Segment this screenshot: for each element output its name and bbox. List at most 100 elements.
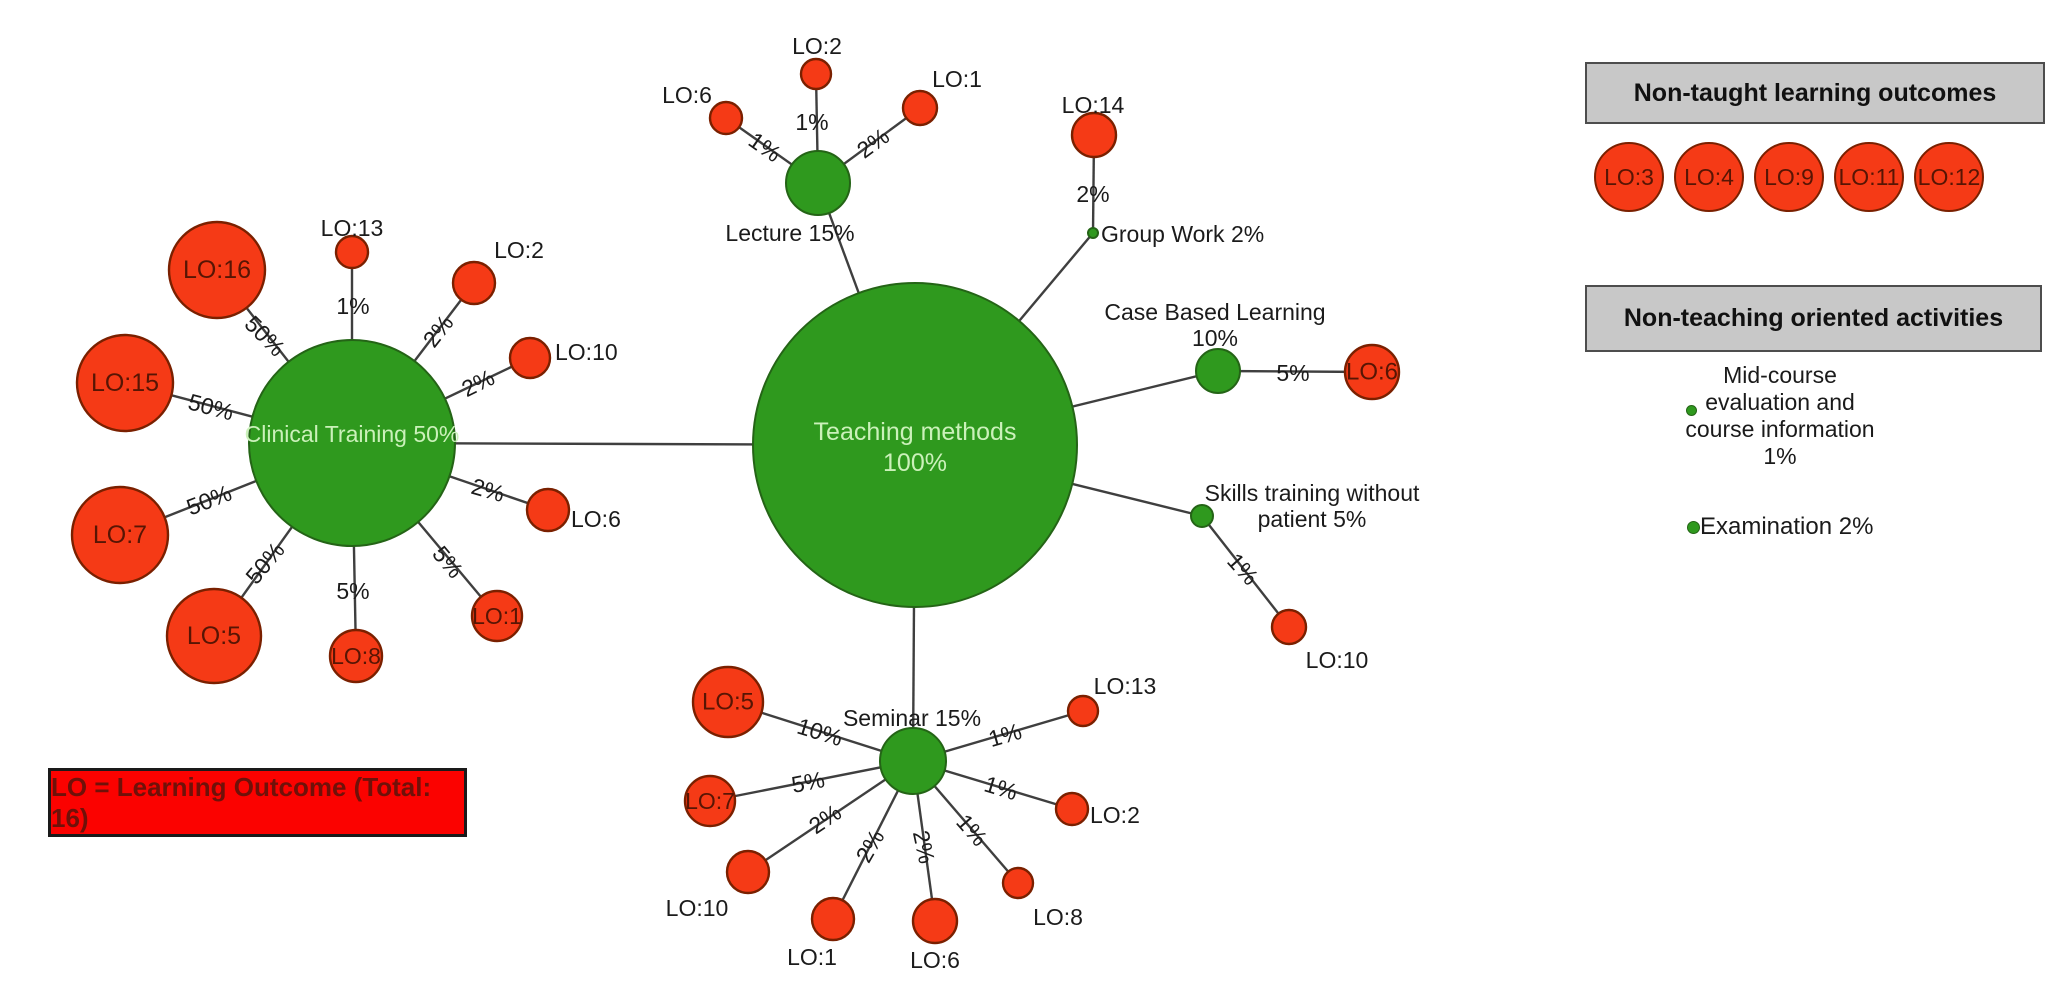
edge-percentage-label: 2% [1076, 181, 1109, 207]
satellite-lo6-seminar-circle [911, 897, 959, 945]
edge-percentage-label: 1% [985, 718, 1024, 752]
satellite-lo10-seminar-circle [725, 849, 771, 895]
midcourse-line-2: evaluation and [1705, 389, 1855, 415]
satellite-lo6-lecture-label: LO:6 [662, 82, 712, 108]
satellite-lo10-clinical-circle [508, 336, 552, 380]
edge-percentage-label: 1% [1222, 548, 1264, 590]
satellite-lo5-seminar-circle [691, 665, 765, 739]
non-taught-lo-circle: LO:3 [1594, 142, 1664, 212]
legend-box: LO = Learning Outcome (Total: 16) [48, 768, 467, 837]
hub-teaching-methods-label: Teaching methods [814, 418, 1017, 446]
edge-percentage-label: 5% [336, 578, 369, 604]
edge-percentage-label: 2% [852, 123, 894, 164]
satellite-lo7-clinical-label: LO:7 [93, 521, 147, 549]
satellite-lo6-cbl-circle [1343, 343, 1401, 401]
hub-skills-training-label: patient 5% [1258, 506, 1367, 532]
satellite-lo14-groupwork-label: LO:14 [1062, 92, 1125, 118]
non-teaching-activities-header: Non-teaching oriented activities [1585, 285, 2042, 352]
satellite-lo1-lecture-label: LO:1 [932, 66, 982, 92]
midcourse-line-1: Mid-course [1723, 362, 1837, 388]
hub-clinical-training-circle [248, 339, 456, 547]
edge-percentage-label: 2% [850, 825, 889, 867]
midcourse-line-3: course information [1685, 416, 1875, 442]
edge-line [709, 759, 914, 803]
satellite-lo8-clinical-label: LO:8 [331, 643, 381, 669]
edge-percentage-label: 2% [457, 364, 498, 402]
edge-percentage-label: 5% [427, 541, 468, 583]
satellite-lo1-lecture-circle [901, 89, 939, 127]
satellite-lo1-clinical-label: LO:1 [472, 603, 522, 629]
satellite-lo6-seminar-label: LO:6 [910, 947, 960, 973]
satellite-lo2-seminar-circle [1054, 791, 1090, 827]
non-taught-lo-circle: LO:9 [1754, 142, 1824, 212]
edge-percentage-label: 1% [336, 293, 369, 319]
satellite-lo6-clinical-label: LO:6 [571, 506, 621, 532]
non-taught-outcomes-header: Non-taught learning outcomes [1585, 62, 2045, 124]
satellite-lo10-seminar-label: LO:10 [666, 895, 729, 921]
edge-percentage-label: 1% [744, 127, 786, 167]
satellite-lo13-clinical-circle [334, 234, 370, 270]
satellite-lo15-clinical-circle [75, 333, 175, 433]
hub-group-work-circle [1087, 227, 1099, 239]
satellite-lo16-clinical-label: LO:16 [183, 256, 251, 284]
edge-percentage-label: 10% [794, 713, 846, 751]
hub-skills-training-label: Skills training without [1205, 480, 1420, 506]
edge-percentage-label: 2% [418, 310, 459, 352]
midcourse-evaluation-label: Mid-course evaluation and course informa… [1655, 362, 1905, 470]
satellite-lo10-skills-circle [1270, 608, 1308, 646]
satellite-lo14-groupwork-circle [1070, 111, 1118, 159]
hub-teaching-methods-circle [752, 282, 1078, 608]
satellite-lo7-seminar-label: LO:7 [685, 788, 735, 814]
edge-percentage-label: 5% [1276, 360, 1309, 386]
satellite-lo5-seminar-label: LO:5 [702, 689, 754, 716]
edge-percentage-label: 1% [981, 771, 1020, 806]
hub-group-work-label: Group Work 2% [1101, 221, 1264, 247]
hub-clinical-training-label: Clinical Training 50% [245, 421, 460, 447]
satellite-lo5-clinical-label: LO:5 [187, 622, 241, 650]
satellite-lo1-seminar-label: LO:1 [787, 944, 837, 970]
satellite-lo6-lecture-circle [708, 100, 744, 136]
hub-skills-training-circle [1190, 504, 1214, 528]
hub-case-based-learning-label: 10% [1192, 325, 1238, 351]
examination-label: Examination 2% [1700, 513, 1874, 540]
satellite-lo13-seminar-circle [1066, 694, 1100, 728]
satellite-lo10-clinical-label: LO:10 [555, 339, 618, 365]
satellite-lo2-lecture-circle [799, 57, 833, 91]
edge-percentage-label: 2% [468, 473, 507, 507]
hub-seminar-circle [879, 727, 947, 795]
edge-percentage-label: 50% [185, 388, 236, 425]
satellite-lo7-seminar-circle [683, 774, 737, 828]
satellite-lo2-lecture-label: LO:2 [792, 33, 842, 59]
edge-line [1201, 515, 1290, 628]
hub-lecture-label: Lecture 15% [725, 220, 854, 246]
edge-percentage-label: 1% [795, 109, 828, 135]
satellite-lo1-seminar-circle [810, 896, 856, 942]
edge-percentage-label: 5% [789, 766, 827, 798]
non-taught-outcomes-title: Non-taught learning outcomes [1633, 78, 1997, 107]
satellite-lo1-clinical-circle [470, 589, 524, 643]
satellite-lo8-clinical-circle [328, 628, 384, 684]
satellite-lo8-seminar-label: LO:8 [1033, 904, 1083, 930]
edge-percentage-label: 50% [240, 537, 290, 589]
edge-percentage-label: 50% [183, 480, 235, 521]
satellite-lo2-clinical-label: LO:2 [494, 237, 544, 263]
non-taught-lo-circle: LO:11 [1834, 142, 1904, 212]
satellite-lo7-clinical-circle [70, 485, 170, 585]
midcourse-line-4: 1% [1763, 443, 1797, 469]
satellite-lo5-clinical-circle [165, 587, 263, 685]
hub-case-based-learning-circle [1195, 348, 1241, 394]
legend-text: LO = Learning Outcome (Total: 16) [51, 771, 432, 833]
satellite-lo10-skills-label: LO:10 [1306, 647, 1369, 673]
non-taught-outcomes-row: LO:3 LO:4 LO:9 LO:11 LO:12 [1594, 142, 1984, 212]
satellite-lo13-seminar-label: LO:13 [1094, 673, 1157, 699]
edge-percentage-label: 2% [804, 799, 846, 839]
satellite-lo2-clinical-circle [451, 260, 497, 306]
satellite-lo15-clinical-label: LO:15 [91, 369, 159, 397]
hub-lecture-circle [785, 150, 851, 216]
satellite-lo6-cbl-label: LO:6 [1346, 359, 1398, 386]
midcourse-evaluation-dot [1686, 405, 1697, 416]
satellite-lo16-clinical-circle [167, 220, 267, 320]
satellite-lo2-seminar-label: LO:2 [1090, 802, 1140, 828]
satellite-lo13-clinical-label: LO:13 [321, 215, 384, 241]
